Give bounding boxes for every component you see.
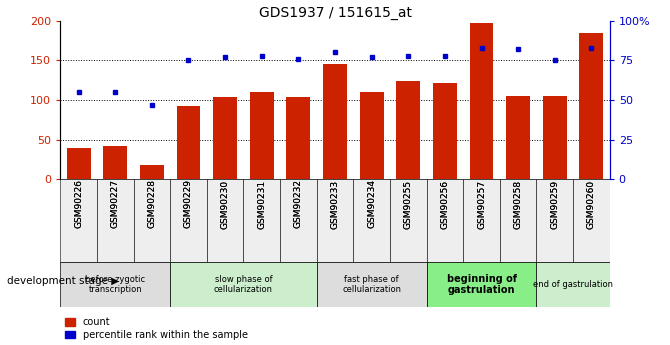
Bar [500, 179, 537, 262]
Text: GSM90229: GSM90229 [184, 179, 193, 228]
Bar [133, 179, 170, 262]
Text: GSM90257: GSM90257 [477, 179, 486, 228]
Bar [397, 81, 420, 179]
Bar [97, 179, 133, 262]
Text: GSM90228: GSM90228 [147, 179, 156, 228]
Bar [60, 262, 170, 307]
Text: GSM90258: GSM90258 [514, 179, 523, 228]
Legend: count, percentile rank within the sample: count, percentile rank within the sample [65, 317, 248, 340]
Text: GSM90259: GSM90259 [550, 179, 559, 228]
Text: fast phase of
cellularization: fast phase of cellularization [342, 275, 401, 294]
Text: GSM90256: GSM90256 [440, 179, 450, 228]
Text: GSM90233: GSM90233 [330, 179, 340, 228]
Text: GSM90258: GSM90258 [514, 179, 523, 228]
Text: GSM90256: GSM90256 [440, 179, 450, 228]
Bar [170, 262, 317, 307]
Text: GSM90259: GSM90259 [550, 179, 559, 228]
Text: GSM90231: GSM90231 [257, 179, 266, 228]
Bar [103, 146, 127, 179]
Text: GSM90260: GSM90260 [587, 179, 596, 228]
Bar [287, 97, 310, 179]
Text: before zygotic
transcription: before zygotic transcription [85, 275, 145, 294]
Bar [580, 33, 603, 179]
Bar [507, 96, 530, 179]
Bar [67, 148, 90, 179]
Text: GSM90226: GSM90226 [74, 179, 83, 228]
Bar [60, 179, 97, 262]
Text: GSM90226: GSM90226 [74, 179, 83, 228]
Bar [323, 65, 347, 179]
Bar [353, 179, 390, 262]
Bar [537, 262, 610, 307]
Text: GSM90228: GSM90228 [147, 179, 156, 228]
Bar [463, 179, 500, 262]
Bar [543, 96, 567, 179]
Text: GSM90255: GSM90255 [404, 179, 413, 228]
Bar [390, 179, 427, 262]
Text: GSM90234: GSM90234 [367, 179, 376, 228]
Bar [317, 179, 353, 262]
Bar [177, 106, 200, 179]
Text: GSM90230: GSM90230 [220, 179, 230, 228]
Text: GSM90231: GSM90231 [257, 179, 266, 228]
Text: GSM90257: GSM90257 [477, 179, 486, 228]
Text: GSM90232: GSM90232 [294, 179, 303, 228]
Text: GSM90260: GSM90260 [587, 179, 596, 228]
Text: development stage ▶: development stage ▶ [7, 276, 119, 286]
Bar [207, 179, 243, 262]
Title: GDS1937 / 151615_at: GDS1937 / 151615_at [259, 6, 411, 20]
Bar [317, 262, 427, 307]
Bar [280, 179, 317, 262]
Bar [470, 23, 493, 179]
Text: GSM90233: GSM90233 [330, 179, 340, 228]
Bar [140, 165, 163, 179]
Text: GSM90227: GSM90227 [111, 179, 120, 228]
Bar [360, 92, 383, 179]
Bar [427, 262, 537, 307]
Text: slow phase of
cellularization: slow phase of cellularization [214, 275, 273, 294]
Text: GSM90227: GSM90227 [111, 179, 120, 228]
Bar [243, 179, 280, 262]
Text: end of gastrulation: end of gastrulation [533, 280, 613, 289]
Bar [537, 179, 573, 262]
Bar [213, 97, 237, 179]
Bar [250, 92, 273, 179]
Bar [573, 179, 610, 262]
Bar [170, 179, 207, 262]
Text: GSM90230: GSM90230 [220, 179, 230, 228]
Text: GSM90229: GSM90229 [184, 179, 193, 228]
Bar [427, 179, 463, 262]
Text: beginning of
gastrulation: beginning of gastrulation [446, 274, 517, 295]
Bar [433, 83, 457, 179]
Text: GSM90255: GSM90255 [404, 179, 413, 228]
Text: GSM90234: GSM90234 [367, 179, 376, 228]
Text: GSM90232: GSM90232 [294, 179, 303, 228]
